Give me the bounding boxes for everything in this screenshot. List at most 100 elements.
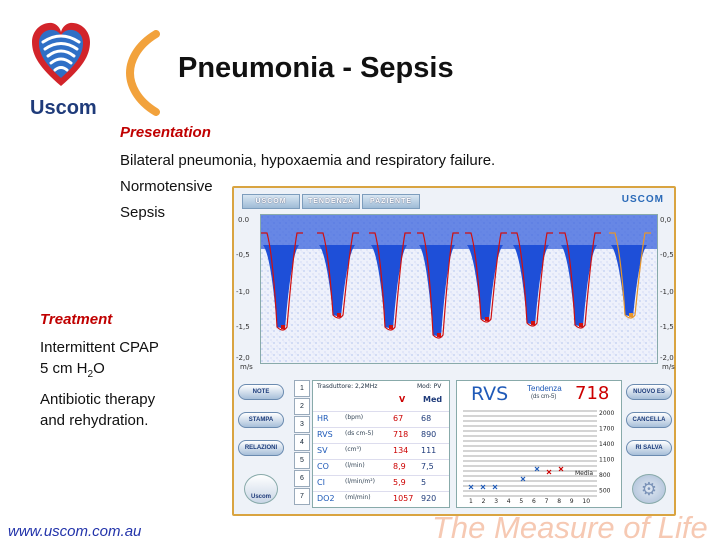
axis-left-tick: -0,5 xyxy=(236,251,250,259)
velocity-envelope xyxy=(511,232,553,327)
heart-wave-logo-icon xyxy=(32,22,90,87)
doppler-waveform-plot xyxy=(260,214,658,364)
velocity-envelope xyxy=(559,232,601,329)
parameter-value: 5,9 xyxy=(393,478,406,487)
trend-unit: (ds cm-5) xyxy=(531,394,557,400)
trend-x-tick: 4 xyxy=(507,498,511,505)
trend-point xyxy=(558,466,564,472)
treatment-line: 5 cm H2O xyxy=(40,360,105,380)
peak-marker xyxy=(579,323,583,327)
velocity-envelope xyxy=(465,232,507,323)
channel-number-button[interactable]: 2 xyxy=(294,398,310,415)
velocity-envelope xyxy=(417,232,459,339)
trend-point xyxy=(492,484,498,490)
peak-marker xyxy=(337,313,341,317)
mode-label: Mod: PV xyxy=(417,383,442,390)
parameter-table: Trasduttore: 2,2MHz Mod: PV V Med HR (bpm… xyxy=(312,380,450,508)
axis-right-tick: -2,0 xyxy=(660,354,674,362)
axis-left-tick: -1,5 xyxy=(236,323,250,331)
parameter-unit: (l/min/m²) xyxy=(345,478,375,485)
ri-salva-button[interactable]: RI SALVA xyxy=(626,440,672,456)
nuovo-es-button[interactable]: NUOVO ES xyxy=(626,384,672,400)
treatment-line: Antibiotic therapy xyxy=(40,391,156,408)
trend-x-tick: 8 xyxy=(557,498,561,505)
trend-x-tick: 1 xyxy=(469,498,473,505)
parameter-row: DO2 (ml/min) 1057 920 xyxy=(313,491,449,505)
channel-number-button[interactable]: 1 xyxy=(294,380,310,397)
parameter-name: CO xyxy=(317,462,329,471)
trend-x-tick: 5 xyxy=(519,498,523,505)
axis-right-unit: m/s xyxy=(662,363,675,371)
doppler-spectrum xyxy=(261,215,657,363)
axis-left-tick: -1,0 xyxy=(236,288,250,296)
treatment-heading: Treatment xyxy=(40,311,113,328)
trend-y-tick: 500 xyxy=(599,488,611,495)
trend-x-tick: 10 xyxy=(582,498,590,505)
channel-number-button[interactable]: 6 xyxy=(294,470,310,487)
trend-x-tick: 6 xyxy=(532,498,536,505)
presentation-line: Bilateral pneumonia, hypoxaemia and resp… xyxy=(120,152,496,169)
parameter-row: RVS (ds cm-5) 718 890 xyxy=(313,427,449,441)
uscom-logo: Uscom xyxy=(30,20,97,119)
peak-marker xyxy=(629,313,633,317)
rvs-trend-panel: RVS Tendenza (ds cm-5) 718 2000 1700 1400 1… xyxy=(456,380,622,508)
uscom-home-button[interactable]: Uscom xyxy=(244,474,278,504)
parameter-unit: (cm³) xyxy=(345,446,362,453)
footer-tagline: The Measure of Life xyxy=(432,510,708,545)
parameter-value: 718 xyxy=(393,430,409,439)
channel-number-button[interactable]: 5 xyxy=(294,452,310,469)
trend-y-tick: 1700 xyxy=(599,426,614,433)
trend-y-tick: 2000 xyxy=(599,410,614,417)
trend-y-tick: 1100 xyxy=(599,457,614,464)
parameter-name: DO2 xyxy=(317,494,335,503)
parameter-row: SV (cm³) 134 111 xyxy=(313,443,449,457)
axis-left-tick: -2,0 xyxy=(236,354,250,362)
trend-x-tick: 3 xyxy=(494,498,498,505)
trend-y-tick: 800 xyxy=(599,472,611,479)
peak-marker xyxy=(531,321,535,325)
channel-number-button[interactable]: 3 xyxy=(294,416,310,433)
trend-x-tick: 9 xyxy=(570,498,574,505)
treatment-line: Intermittent CPAP xyxy=(40,339,159,356)
presentation-heading: Presentation xyxy=(120,124,211,141)
slide-title: Pneumonia - Sepsis xyxy=(178,52,454,84)
parameter-median: 920 xyxy=(421,494,437,503)
col-med-header: Med xyxy=(423,395,443,404)
rvs-trend-chart: 2000 1700 1400 1100 800 500 Media 1 2 3 4 5 6 7 8 9 10 xyxy=(463,410,614,505)
tab-tendenza[interactable]: TENDENZA xyxy=(302,194,360,209)
channel-number-button[interactable]: 7 xyxy=(294,488,310,505)
cancella-button[interactable]: CANCELLA xyxy=(626,412,672,428)
parameter-row: CO (l/min) 8,9 7,5 xyxy=(313,459,449,473)
uscom-button-label: Uscom xyxy=(250,494,271,500)
parameter-row: HR (bpm) 67 68 xyxy=(313,411,449,425)
parameter-value: 134 xyxy=(393,446,409,455)
parameter-unit: (l/min) xyxy=(345,462,365,469)
velocity-envelope xyxy=(317,232,359,319)
peak-marker xyxy=(485,317,489,321)
trend-param: RVS xyxy=(471,383,509,405)
stampa-button[interactable]: STAMPA xyxy=(238,412,284,428)
note-button[interactable]: NOTE xyxy=(238,384,284,400)
channel-number-button[interactable]: 4 xyxy=(294,434,310,451)
gears-icon[interactable]: ⚙ xyxy=(632,474,666,504)
axis-right-tick: -1,0 xyxy=(660,288,674,296)
trend-point xyxy=(480,484,486,490)
channel-number-list: 1 2 3 4 5 6 7 xyxy=(294,380,310,506)
tab-uscom[interactable]: USCOM xyxy=(242,194,300,209)
parameter-value: 67 xyxy=(393,414,404,423)
parameter-name: SV xyxy=(317,446,328,455)
peak-marker xyxy=(437,333,441,337)
trend-value: 718 xyxy=(575,383,610,404)
footer-url[interactable]: www.uscom.com.au xyxy=(8,523,142,540)
relazioni-button[interactable]: RELAZIONI xyxy=(238,440,284,456)
parameter-name: RVS xyxy=(317,430,333,439)
logo-text: Uscom xyxy=(30,97,97,119)
trend-x-tick: 2 xyxy=(482,498,486,505)
peak-marker xyxy=(281,325,285,329)
velocity-envelope xyxy=(261,232,303,331)
tab-paziente[interactable]: PAZIENTE xyxy=(362,194,420,209)
parameter-value: 8,9 xyxy=(393,462,406,471)
parameter-row: CI (l/min/m²) 5,9 5 xyxy=(313,475,449,489)
trend-point xyxy=(468,484,474,490)
app-brand: USCOM xyxy=(621,194,664,205)
